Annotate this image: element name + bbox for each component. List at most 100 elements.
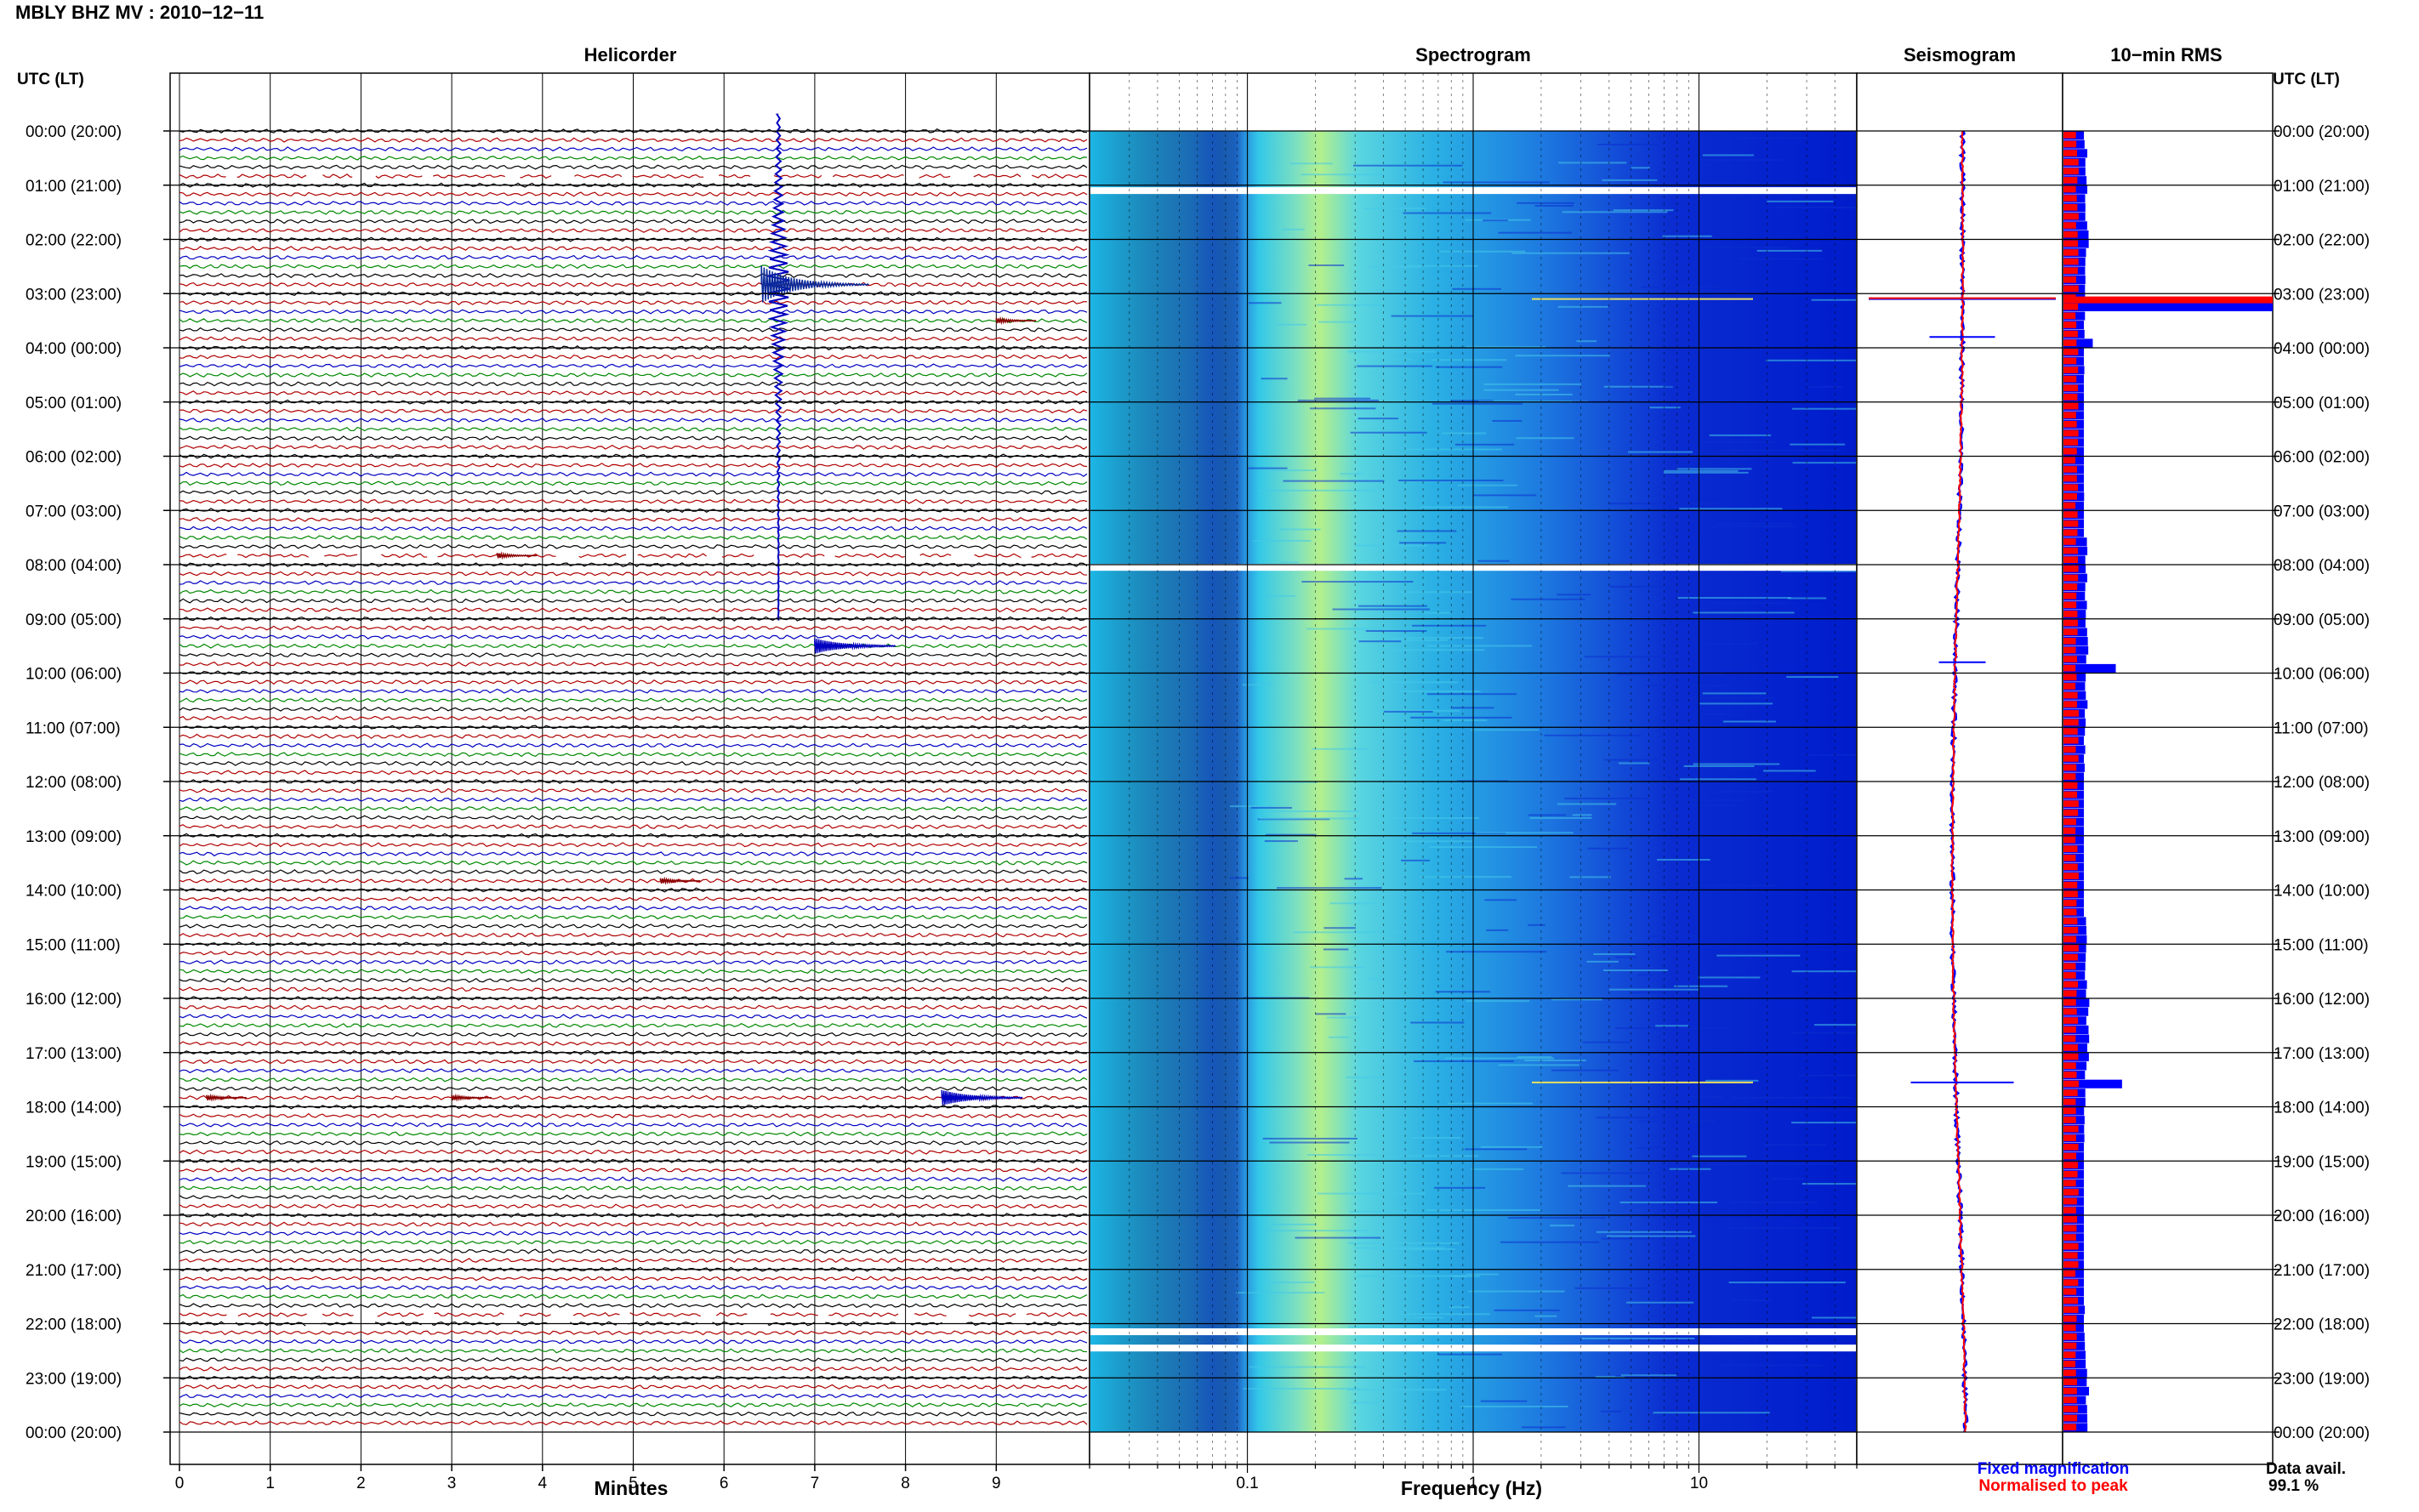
helicorder-trace [179,516,1088,522]
helicorder-trace [179,1284,1088,1291]
spectrogram-speckle [1297,399,1380,401]
rms-bar-normalised [2063,918,2078,924]
helicorder-trace [179,652,1088,658]
spectrogram-speckle [1344,878,1363,880]
spectrogram-speckle [1395,358,1414,361]
rms-bar-normalised [2063,1134,2076,1141]
spectrogram-speckle [1267,1281,1315,1283]
rms-bar-normalised [2063,520,2079,527]
spectrogram-speckle [1357,605,1427,607]
helicorder-trace [179,236,1088,242]
spectrogram-speckle [1699,713,1727,715]
helicorder-trace [179,1122,1088,1128]
rms-bar-normalised [2063,845,2078,852]
spectrogram-speckle [1572,814,1592,816]
helicorder-event [206,1093,247,1102]
time-label-left: 01:00 (21:00) [26,178,122,196]
spectrogram-speckle [1534,1315,1557,1317]
spectrogram-speckle [1346,1389,1448,1391]
spectrogram-speckle [1243,1387,1359,1390]
helicorder-trace [179,309,1088,315]
rms-bar-normalised [2063,150,2077,156]
time-axis: 00:00 (20:00) 00:00 (20:00) 01:00 (21:00) 0… [26,123,2370,1442]
helicorder-trace [179,526,1088,531]
minute-tick-label: 7 [811,1475,820,1492]
spectrogram-speckle [1664,471,1749,474]
time-label-left: 17:00 (13:00) [26,1045,122,1063]
spectrogram-speckle [1659,1265,1689,1268]
rms-bar-normalised [2063,429,2079,437]
rms-bar-normalised [2063,1026,2076,1033]
spectrogram-speckle [1677,597,1791,600]
spectrogram-speckle [1248,467,1288,469]
rms-bar-normalised [2063,1324,2076,1332]
rms-bar-normalised [2063,972,2076,979]
spectrogram-speckle [1326,1016,1360,1019]
helicorder-trace [179,264,1088,270]
rms-bar-normalised [2063,818,2076,826]
rms-bar-normalised [2063,321,2077,328]
helicorder-trace [179,1420,1088,1426]
spectrogram-speckle [1259,817,1360,820]
helicorder-trace [179,824,1088,830]
event-wave [941,1089,1023,1106]
time-label-left: 23:00 (19:00) [26,1370,122,1388]
spectrogram-speckle [1693,611,1795,614]
spectrogram-speckle [1609,988,1700,991]
spectrogram-speckle [1511,252,1630,254]
rms-bar-normalised [2063,177,2078,184]
spectrogram-speckle [1301,581,1414,583]
rms-bar-normalised [2063,394,2078,401]
spectrogram-speckle [1551,1069,1619,1071]
helicorder-trace [179,1276,1088,1282]
event-coda [760,265,870,303]
helicorder-trace [179,128,1088,134]
spectrogram-speckle [1312,747,1368,750]
helicorder-trace [179,887,1088,893]
rms-bar-normalised [2063,683,2076,690]
rms-bar-normalised [2063,230,2078,238]
spectrogram-speckle [1574,1287,1648,1289]
spectrogram-speckle [1638,1120,1715,1123]
legend-normalised-to-peak: Normalised to peak [1978,1477,2128,1495]
helicorder-trace [179,173,1088,179]
spectrogram-speckle [1581,1337,1695,1339]
spectrogram-speckle [1443,181,1550,184]
helicorder-trace [179,1266,1088,1272]
helicorder-trace [179,1167,1088,1173]
rms-peak-normalised [2063,296,2273,304]
spectrogram-speckle [1734,952,1778,955]
spectrogram-speckle [1315,1013,1346,1015]
minutes-axis-label: Minutes [595,1477,669,1499]
rms-bar-normalised [2063,1369,2076,1377]
rms-frame [2062,72,2274,1465]
spectrogram-speckle [1443,719,1488,721]
helicorder-event [496,551,538,560]
helicorder-trace [179,227,1088,234]
spectrogram-speckle [1431,359,1507,361]
spectrogram-speckle [1357,365,1433,367]
spectrogram-speckle [1355,544,1428,547]
spectrogram-speckle [1729,768,1758,770]
spectrogram-speckle [1279,528,1321,531]
rms-bar-normalised [2063,484,2078,491]
time-label-left: 14:00 (10:00) [26,883,122,901]
rms-bar-normalised [2063,1396,2077,1404]
rms-bar-normalised [2063,773,2076,780]
rms-bar-normalised [2063,574,2079,582]
rms-bar-normalised [2063,728,2078,735]
spectrogram-speckle [1669,1168,1711,1170]
time-label-right: 14:00 (10:00) [2274,883,2370,901]
rms-bar-normalised [2063,421,2077,428]
rms-bar-normalised [2063,1306,2079,1313]
rms-bar-normalised [2063,303,2079,310]
spectrogram-speckle [1728,1282,1846,1284]
time-label-left: 13:00 (09:00) [26,828,122,846]
helicorder-trace [179,1384,1088,1390]
spectrogram-speckle [1363,207,1426,210]
rms-bar-normalised [2063,1197,2077,1205]
helicorder-panel: 0 1 2 3 4 5 6 7 8 9 [169,72,1090,1492]
helicorder-trace [179,146,1088,152]
spectrogram-speckle [1293,931,1404,934]
